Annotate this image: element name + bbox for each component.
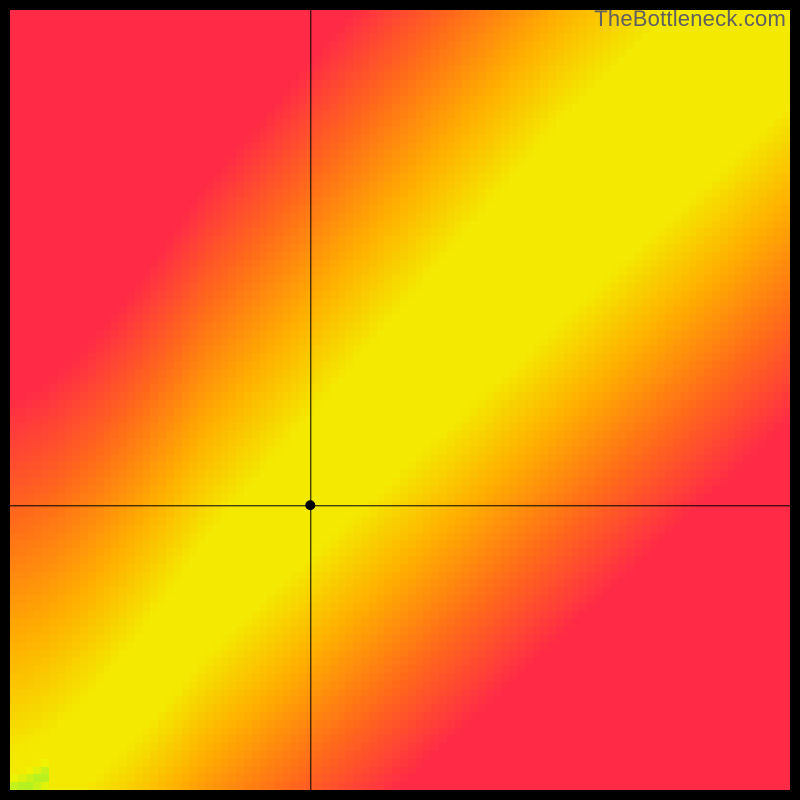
heatmap-canvas bbox=[0, 0, 800, 800]
attribution-label: TheBottleneck.com bbox=[594, 6, 786, 32]
bottleneck-heatmap-chart: TheBottleneck.com bbox=[0, 0, 800, 800]
